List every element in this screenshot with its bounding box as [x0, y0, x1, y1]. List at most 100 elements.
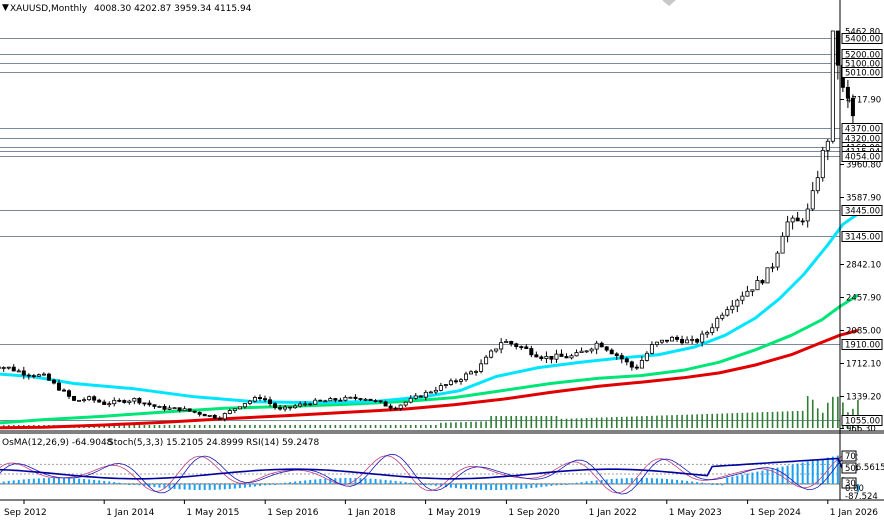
candle-bear[interactable]: [634, 366, 639, 369]
candle-bull[interactable]: [242, 403, 247, 408]
candles[interactable]: [0, 30, 860, 422]
candle-bear[interactable]: [624, 358, 629, 363]
candle-bear[interactable]: [31, 375, 36, 378]
candle-bull[interactable]: [283, 406, 288, 410]
candle-bear[interactable]: [509, 341, 514, 345]
candle-bull[interactable]: [765, 267, 770, 284]
candle-bear[interactable]: [418, 395, 423, 398]
candle-bear[interactable]: [514, 343, 519, 348]
candle-bear[interactable]: [664, 339, 669, 342]
candle-bull[interactable]: [830, 30, 835, 142]
candle-bull[interactable]: [328, 398, 333, 402]
candle-bull[interactable]: [790, 217, 795, 223]
shift-marker-icon[interactable]: [662, 0, 676, 6]
candle-bull[interactable]: [348, 396, 353, 399]
candle-bull[interactable]: [6, 366, 11, 369]
candle-bear[interactable]: [800, 220, 805, 223]
candle-bull[interactable]: [112, 399, 117, 405]
candle-bear[interactable]: [97, 399, 102, 403]
candle-bull[interactable]: [484, 356, 489, 365]
candle-bear[interactable]: [56, 382, 61, 391]
candle-bull[interactable]: [87, 396, 92, 401]
candle-bull[interactable]: [433, 389, 438, 393]
candle-bull[interactable]: [343, 396, 348, 401]
candle-bull[interactable]: [730, 305, 735, 311]
candle-bull[interactable]: [670, 336, 675, 342]
candle-bear[interactable]: [559, 353, 564, 357]
candle-bull[interactable]: [775, 252, 780, 268]
candle-bear[interactable]: [11, 366, 16, 372]
candle-bull[interactable]: [247, 400, 252, 404]
candle-bull[interactable]: [644, 352, 649, 361]
candle-bear[interactable]: [262, 398, 267, 401]
candle-bear[interactable]: [358, 398, 363, 400]
candle-bear[interactable]: [308, 403, 313, 406]
candle-bear[interactable]: [117, 399, 122, 402]
candle-bear[interactable]: [529, 348, 534, 356]
candle-bear[interactable]: [534, 354, 539, 358]
candle-bull[interactable]: [755, 280, 760, 291]
candle-bull[interactable]: [423, 391, 428, 398]
candle-bull[interactable]: [489, 350, 494, 358]
candle-bull[interactable]: [232, 408, 237, 411]
candle-bear[interactable]: [629, 361, 634, 368]
time-axis[interactable]: Sep 2012 1 Jan 2014 1 May 2015 1 Sep 2016 1 …: [4, 500, 878, 518]
candle-bear[interactable]: [695, 338, 700, 343]
candle-bull[interactable]: [207, 414, 212, 417]
candle-bear[interactable]: [519, 346, 524, 349]
candle-bull[interactable]: [659, 339, 664, 343]
candle-bear[interactable]: [147, 402, 152, 406]
candle-bull[interactable]: [363, 398, 368, 401]
candle-bull[interactable]: [403, 401, 408, 406]
candle-bull[interactable]: [222, 413, 227, 420]
candle-bear[interactable]: [142, 402, 147, 405]
candle-bull[interactable]: [579, 350, 584, 353]
candle-bull[interactable]: [785, 221, 790, 237]
candle-bear[interactable]: [21, 370, 26, 376]
candle-bull[interactable]: [107, 403, 112, 406]
candle-bear[interactable]: [760, 280, 765, 284]
candle-bull[interactable]: [700, 333, 705, 343]
candle-bull[interactable]: [805, 208, 810, 222]
candle-bear[interactable]: [393, 407, 398, 410]
candle-bear[interactable]: [378, 400, 383, 403]
candle-bull[interactable]: [499, 342, 504, 350]
candle-bear[interactable]: [273, 403, 278, 408]
candle-bear[interactable]: [257, 397, 262, 400]
candle-bear[interactable]: [524, 346, 529, 349]
candle-bear[interactable]: [288, 406, 293, 409]
candle-bear[interactable]: [197, 411, 202, 415]
candle-bull[interactable]: [458, 379, 463, 382]
candle-bull[interactable]: [182, 408, 187, 412]
candle-bull[interactable]: [323, 400, 328, 403]
candle-bull[interactable]: [544, 355, 549, 359]
candle-bear[interactable]: [137, 397, 142, 404]
candle-bull[interactable]: [554, 353, 559, 360]
candle-bear[interactable]: [338, 399, 343, 402]
ema-slow-line[interactable]: [0, 328, 859, 430]
ema-fast-line[interactable]: [0, 212, 859, 405]
candle-bull[interactable]: [589, 348, 594, 352]
candle-bear[interactable]: [609, 349, 614, 355]
candle-bear[interactable]: [539, 356, 544, 359]
candle-bull[interactable]: [408, 397, 413, 403]
candle-bear[interactable]: [61, 389, 66, 392]
candle-bull[interactable]: [745, 290, 750, 297]
candle-bear[interactable]: [51, 379, 56, 384]
candle-bear[interactable]: [680, 339, 685, 344]
candle-bull[interactable]: [649, 344, 654, 354]
candle-bull[interactable]: [494, 348, 499, 352]
candle-bear[interactable]: [67, 390, 72, 397]
candle-bull[interactable]: [820, 149, 825, 179]
candle-bull[interactable]: [172, 407, 177, 410]
candle-bull[interactable]: [815, 177, 820, 192]
candle-bear[interactable]: [353, 396, 358, 399]
candle-bull[interactable]: [16, 370, 21, 373]
candle-bear[interactable]: [599, 342, 604, 348]
candle-bull[interactable]: [569, 355, 574, 359]
candle-bull[interactable]: [157, 406, 162, 408]
candle-bear[interactable]: [192, 410, 197, 413]
candle-bull[interactable]: [479, 363, 484, 372]
candle-bear[interactable]: [383, 401, 388, 407]
candle-bull[interactable]: [77, 399, 82, 402]
